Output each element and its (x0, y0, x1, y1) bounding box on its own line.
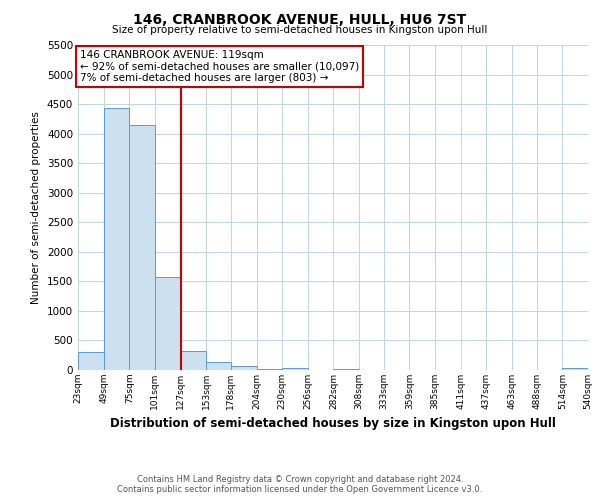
Y-axis label: Number of semi-detached properties: Number of semi-detached properties (31, 111, 41, 304)
Text: 146, CRANBROOK AVENUE, HULL, HU6 7ST: 146, CRANBROOK AVENUE, HULL, HU6 7ST (133, 12, 467, 26)
Bar (206, 362, 231, 370)
X-axis label: Distribution of semi-detached houses by size in Kingston upon Hull: Distribution of semi-detached houses by … (110, 418, 556, 430)
Bar (334, 369, 359, 370)
Bar (78, 352, 104, 370)
Bar (155, 277, 181, 370)
Bar (282, 368, 308, 370)
Bar (231, 366, 257, 370)
Bar (181, 350, 206, 370)
Bar (257, 369, 282, 370)
Bar (562, 368, 588, 370)
Text: Contains HM Land Registry data © Crown copyright and database right 2024.
Contai: Contains HM Land Registry data © Crown c… (118, 474, 482, 494)
Bar (129, 125, 155, 370)
Text: 146 CRANBROOK AVENUE: 119sqm
← 92% of semi-detached houses are smaller (10,097)
: 146 CRANBROOK AVENUE: 119sqm ← 92% of se… (80, 50, 359, 83)
Bar (104, 108, 129, 370)
Text: Size of property relative to semi-detached houses in Kingston upon Hull: Size of property relative to semi-detach… (112, 25, 488, 35)
